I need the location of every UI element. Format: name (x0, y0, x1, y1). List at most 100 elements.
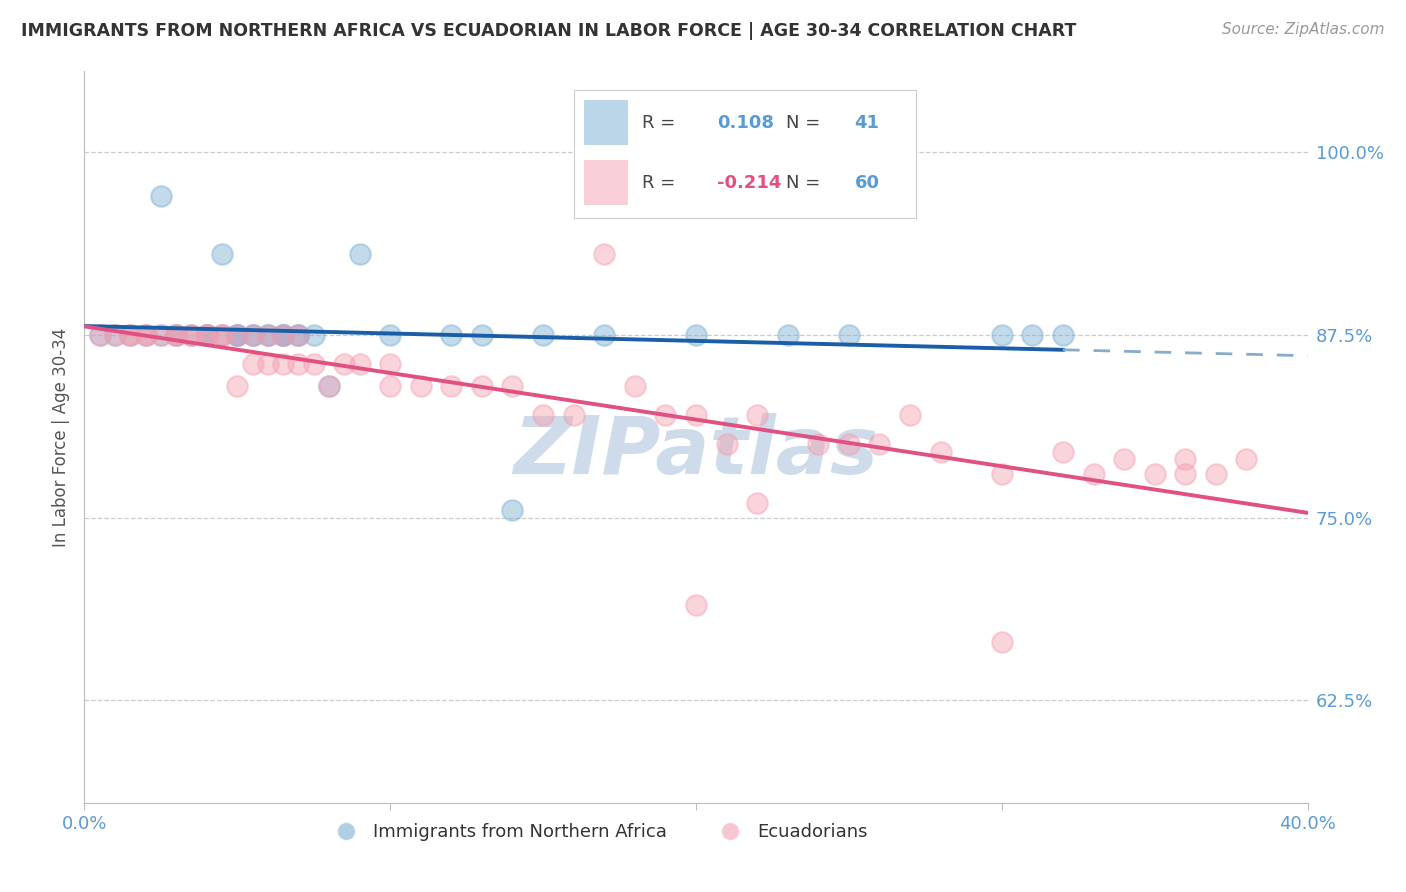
Point (104, 327, 127, 342)
Point (195, 327, 218, 342)
Point (180, 327, 202, 342)
Point (226, 379, 249, 393)
Point (1052, 327, 1074, 342)
Point (242, 327, 264, 342)
Point (440, 327, 463, 342)
Point (165, 327, 187, 342)
Point (409, 379, 432, 393)
Point (380, 379, 402, 393)
Point (1021, 327, 1043, 342)
Point (226, 327, 249, 342)
Point (180, 327, 202, 342)
Point (149, 188, 172, 202)
Point (195, 327, 218, 342)
Point (287, 327, 309, 342)
Point (838, 327, 860, 342)
Point (226, 327, 249, 342)
Point (149, 327, 172, 342)
Point (195, 327, 218, 342)
Point (654, 408, 676, 422)
Point (333, 357, 356, 371)
Point (257, 327, 280, 342)
Point (120, 327, 142, 342)
Point (242, 357, 264, 371)
Point (531, 327, 554, 342)
Point (471, 327, 494, 342)
Point (929, 444, 952, 458)
Point (257, 327, 280, 342)
Point (593, 327, 616, 342)
Point (991, 327, 1014, 342)
Point (135, 327, 157, 342)
Point (165, 327, 187, 342)
Point (1143, 467, 1166, 481)
Point (562, 408, 585, 422)
Point (685, 327, 707, 342)
Point (1052, 444, 1074, 458)
Point (807, 437, 830, 451)
Point (195, 327, 218, 342)
Point (991, 635, 1014, 649)
Point (271, 327, 294, 342)
Point (747, 496, 769, 510)
Legend: Immigrants from Northern Africa, Ecuadorians: Immigrants from Northern Africa, Ecuador… (321, 816, 875, 848)
Point (440, 379, 463, 393)
Point (242, 327, 264, 342)
Point (531, 408, 554, 422)
Point (502, 503, 524, 517)
Point (349, 247, 371, 261)
Point (991, 467, 1014, 481)
Point (120, 327, 142, 342)
Point (226, 327, 249, 342)
Point (1205, 467, 1227, 481)
Point (211, 327, 233, 342)
Point (287, 357, 309, 371)
Point (869, 437, 891, 451)
Point (685, 599, 707, 613)
Point (287, 327, 309, 342)
Point (257, 357, 280, 371)
Point (380, 327, 402, 342)
Point (776, 327, 799, 342)
Point (271, 357, 294, 371)
Text: IMMIGRANTS FROM NORTHERN AFRICA VS ECUADORIAN IN LABOR FORCE | AGE 30-34 CORRELA: IMMIGRANTS FROM NORTHERN AFRICA VS ECUAD… (21, 22, 1077, 40)
Point (624, 379, 647, 393)
Point (226, 327, 249, 342)
Point (211, 247, 233, 261)
Y-axis label: In Labor Force | Age 30-34: In Labor Force | Age 30-34 (52, 327, 70, 547)
Point (1083, 467, 1105, 481)
Point (502, 379, 524, 393)
Point (302, 327, 325, 342)
Point (180, 327, 202, 342)
Point (271, 327, 294, 342)
Point (1174, 452, 1197, 467)
Point (195, 327, 218, 342)
Point (318, 379, 340, 393)
Point (165, 327, 187, 342)
Point (104, 327, 127, 342)
Point (287, 327, 309, 342)
Point (89, 327, 111, 342)
Point (685, 408, 707, 422)
Point (135, 327, 157, 342)
Point (165, 327, 187, 342)
Point (271, 327, 294, 342)
Point (242, 327, 264, 342)
Point (120, 327, 142, 342)
Point (1114, 452, 1136, 467)
Point (1174, 467, 1197, 481)
Text: Source: ZipAtlas.com: Source: ZipAtlas.com (1222, 22, 1385, 37)
Point (211, 327, 233, 342)
Point (271, 327, 294, 342)
Point (211, 327, 233, 342)
Point (471, 379, 494, 393)
Point (349, 357, 371, 371)
Point (257, 327, 280, 342)
Point (149, 327, 172, 342)
Point (593, 247, 616, 261)
Point (747, 408, 769, 422)
Point (302, 357, 325, 371)
Point (318, 379, 340, 393)
Point (716, 437, 738, 451)
Point (838, 437, 860, 451)
